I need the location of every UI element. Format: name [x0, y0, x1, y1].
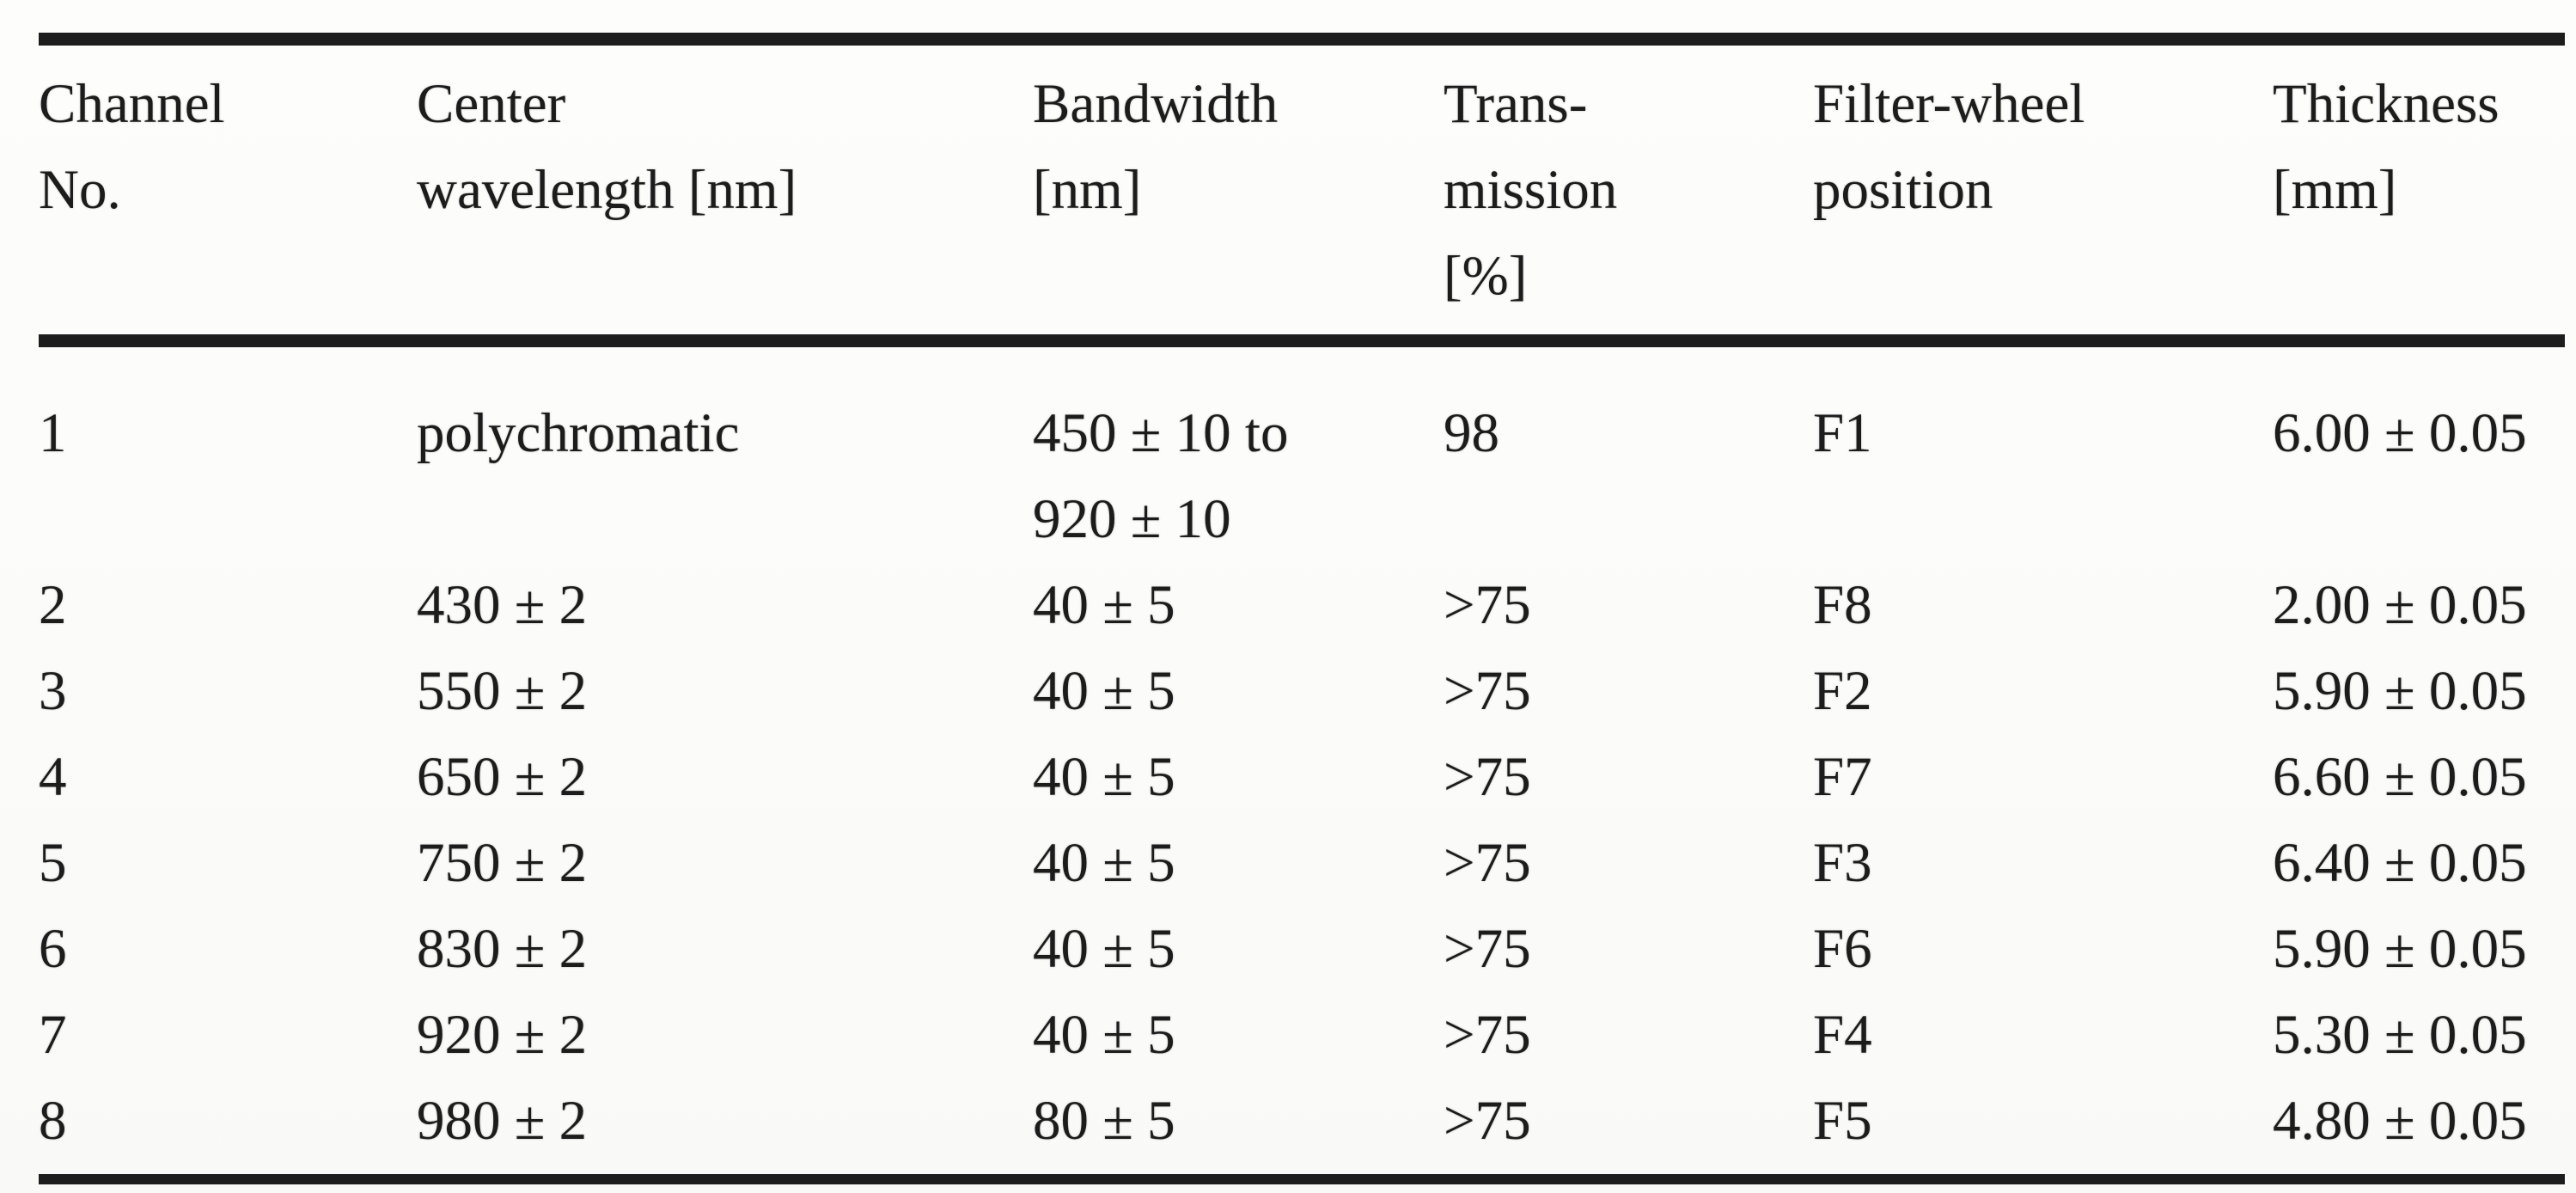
cell-filter-wheel-position: F3	[1813, 832, 1872, 894]
cell-filter-wheel-position: F7	[1813, 746, 1872, 808]
cell-bandwidth: 40 ± 5	[1033, 918, 1175, 980]
filter-channel-spec-table: Channel No. Center wavelength [nm] Bandw…	[39, 33, 2565, 1184]
cell-transmission: >75	[1444, 746, 1531, 808]
table-row-8: 8 980 ± 2 80 ± 5 >75 F5 4.80 ± 0.05	[39, 1078, 2565, 1179]
cell-bandwidth: 80 ± 5	[1033, 1090, 1175, 1152]
document-page: Channel No. Center wavelength [nm] Bandw…	[0, 33, 2576, 1193]
table-row-1: 1 polychromatic 450 ± 10 to 920 ± 10 98 …	[39, 341, 2565, 563]
cell-bandwidth: 40 ± 5	[1033, 746, 1175, 808]
column-header-thickness: Thickness [mm]	[2273, 73, 2500, 221]
column-header-center-wavelength: Center wavelength [nm]	[417, 73, 797, 221]
cell-transmission: >75	[1444, 660, 1531, 722]
column-header-transmission: Trans- mission [%]	[1444, 73, 1618, 307]
cell-thickness: 5.90 ± 0.05	[2273, 918, 2527, 980]
column-header-filter-wheel-position: Filter-wheel position	[1813, 73, 2085, 221]
cell-thickness: 6.40 ± 0.05	[2273, 832, 2527, 894]
cell-transmission: >75	[1444, 832, 1531, 894]
cell-channel-no: 7	[39, 1004, 67, 1066]
cell-center-wavelength: 830 ± 2	[417, 918, 588, 980]
cell-channel-no: 2	[39, 574, 67, 636]
cell-thickness: 5.90 ± 0.05	[2273, 660, 2527, 722]
table-row-3: 3 550 ± 2 40 ± 5 >75 F2 5.90 ± 0.05	[39, 648, 2565, 734]
cell-bandwidth: 40 ± 5	[1033, 660, 1175, 722]
cell-bandwidth: 450 ± 10 to 920 ± 10	[1033, 402, 1289, 550]
table-row-6: 6 830 ± 2 40 ± 5 >75 F6 5.90 ± 0.05	[39, 906, 2565, 992]
cell-filter-wheel-position: F1	[1813, 402, 1872, 464]
cell-filter-wheel-position: F6	[1813, 918, 1872, 980]
table-row-2: 2 430 ± 2 40 ± 5 >75 F8 2.00 ± 0.05	[39, 562, 2565, 648]
cell-channel-no: 3	[39, 660, 67, 722]
table-row-5: 5 750 ± 2 40 ± 5 >75 F3 6.40 ± 0.05	[39, 820, 2565, 906]
cell-thickness: 6.60 ± 0.05	[2273, 746, 2527, 808]
cell-transmission: >75	[1444, 1090, 1531, 1152]
cell-filter-wheel-position: F5	[1813, 1090, 1872, 1152]
cell-center-wavelength: 980 ± 2	[417, 1090, 588, 1152]
cell-center-wavelength: 650 ± 2	[417, 746, 588, 808]
table-row-4: 4 650 ± 2 40 ± 5 >75 F7 6.60 ± 0.05	[39, 734, 2565, 820]
cell-transmission: 98	[1444, 402, 1499, 464]
cell-transmission: >75	[1444, 918, 1531, 980]
cell-filter-wheel-position: F2	[1813, 660, 1872, 722]
column-header-bandwidth: Bandwidth [nm]	[1033, 73, 1279, 221]
cell-center-wavelength: 550 ± 2	[417, 660, 588, 722]
header-row: Channel No. Center wavelength [nm] Bandw…	[39, 40, 2565, 341]
cell-transmission: >75	[1444, 574, 1531, 636]
column-header-channel-no: Channel No.	[39, 73, 225, 221]
cell-bandwidth: 40 ± 5	[1033, 832, 1175, 894]
table-body: 1 polychromatic 450 ± 10 to 920 ± 10 98 …	[39, 341, 2565, 1180]
cell-transmission: >75	[1444, 1004, 1531, 1066]
cell-thickness: 2.00 ± 0.05	[2273, 574, 2527, 636]
cell-channel-no: 8	[39, 1090, 67, 1152]
cell-center-wavelength: 430 ± 2	[417, 574, 588, 636]
table-header: Channel No. Center wavelength [nm] Bandw…	[39, 40, 2565, 341]
cell-channel-no: 5	[39, 832, 67, 894]
cell-channel-no: 4	[39, 746, 67, 808]
cell-center-wavelength: polychromatic	[417, 402, 740, 464]
cell-center-wavelength: 750 ± 2	[417, 832, 588, 894]
cell-filter-wheel-position: F8	[1813, 574, 1872, 636]
cell-thickness: 5.30 ± 0.05	[2273, 1004, 2527, 1066]
cell-center-wavelength: 920 ± 2	[417, 1004, 588, 1066]
cell-thickness: 4.80 ± 0.05	[2273, 1090, 2527, 1152]
cell-channel-no: 6	[39, 918, 67, 980]
cell-thickness: 6.00 ± 0.05	[2273, 402, 2527, 464]
cell-filter-wheel-position: F4	[1813, 1004, 1872, 1066]
cell-channel-no: 1	[39, 402, 67, 464]
table-row-7: 7 920 ± 2 40 ± 5 >75 F4 5.30 ± 0.05	[39, 992, 2565, 1078]
cell-bandwidth: 40 ± 5	[1033, 1004, 1175, 1066]
cell-bandwidth: 40 ± 5	[1033, 574, 1175, 636]
